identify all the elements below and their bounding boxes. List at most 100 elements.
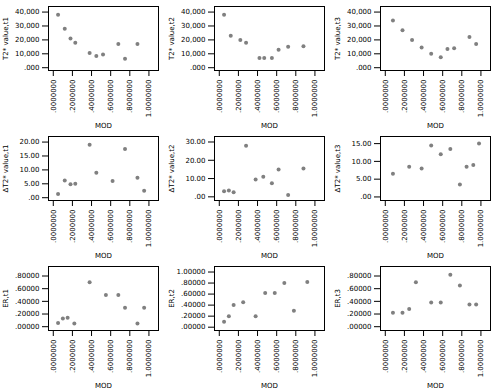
svg-text:.40000: .40000	[181, 301, 206, 309]
svg-text:.2000000: .2000000	[235, 210, 243, 243]
svg-text:10.00: 10.00	[19, 166, 39, 174]
svg-text:.6000000: .6000000	[439, 210, 447, 243]
svg-text:.6000000: .6000000	[107, 340, 115, 373]
svg-text:T2* value,t1: T2* value,t1	[2, 17, 10, 61]
svg-text:5.00: 5.00	[24, 180, 40, 188]
svg-text:.0000000: .0000000	[50, 80, 58, 113]
svg-text:.00000: .00000	[181, 323, 206, 331]
svg-text:.6000000: .6000000	[107, 210, 115, 243]
svg-text:40,000: 40,000	[181, 8, 206, 16]
svg-text:20,000: 20,000	[347, 36, 372, 44]
svg-text:.4000000: .4000000	[420, 340, 428, 373]
svg-text:.60000: .60000	[181, 290, 206, 298]
svg-text:.2000000: .2000000	[401, 210, 409, 243]
svg-text:.8000000: .8000000	[458, 340, 466, 373]
svg-text:.8000000: .8000000	[292, 80, 300, 113]
svg-text:.40000: .40000	[347, 298, 372, 306]
svg-text:.4000000: .4000000	[88, 80, 96, 113]
svg-text:.8000000: .8000000	[458, 210, 466, 243]
svg-text:MOD: MOD	[261, 252, 278, 260]
svg-text:.2000000: .2000000	[69, 340, 77, 373]
svg-text:T2* value,t2: T2* value,t2	[168, 17, 176, 61]
svg-text:MOD: MOD	[427, 252, 444, 260]
svg-text:.60000: .60000	[347, 285, 372, 293]
svg-text:1.0000000: 1.0000000	[145, 340, 153, 378]
svg-text:1.0000000: 1.0000000	[145, 80, 153, 118]
svg-text:10.00: 10.00	[351, 158, 371, 166]
svg-text:15.00: 15.00	[19, 152, 39, 160]
svg-text:.8000000: .8000000	[126, 210, 134, 243]
svg-text:.8000000: .8000000	[126, 80, 134, 113]
svg-text:.00: .00	[360, 193, 371, 201]
svg-text:.000: .000	[190, 64, 206, 72]
svg-text:40,000: 40,000	[347, 8, 372, 16]
svg-text:.2000000: .2000000	[401, 340, 409, 373]
svg-text:.60000: .60000	[15, 285, 40, 293]
svg-text:.00000: .00000	[15, 323, 40, 331]
svg-text:ΔT2* value,t1: ΔT2* value,t1	[2, 145, 10, 193]
svg-text:.0000000: .0000000	[382, 80, 390, 113]
svg-text:MOD: MOD	[261, 122, 278, 130]
svg-text:.2000000: .2000000	[401, 80, 409, 113]
svg-text:MOD: MOD	[261, 382, 278, 390]
svg-text:.8000000: .8000000	[292, 340, 300, 373]
svg-text:.000: .000	[24, 64, 40, 72]
svg-text:.4000000: .4000000	[420, 210, 428, 243]
svg-text:1.0000000: 1.0000000	[145, 210, 153, 248]
svg-text:5.00: 5.00	[356, 175, 372, 183]
svg-text:ER,t3: ER,t3	[334, 289, 342, 308]
svg-text:.6000000: .6000000	[273, 210, 281, 243]
svg-text:30.00: 30.00	[185, 138, 205, 146]
svg-text:.6000000: .6000000	[273, 340, 281, 373]
svg-text:1.0000000: 1.0000000	[311, 210, 319, 248]
svg-text:.0000000: .0000000	[50, 210, 58, 243]
svg-text:1.00000: 1.00000	[177, 268, 206, 276]
svg-text:10,000: 10,000	[347, 50, 372, 58]
svg-text:.4000000: .4000000	[88, 340, 96, 373]
svg-text:20.00: 20.00	[19, 138, 39, 146]
svg-text:30,000: 30,000	[15, 22, 40, 30]
svg-text:20,000: 20,000	[181, 36, 206, 44]
svg-text:MOD: MOD	[427, 382, 444, 390]
svg-text:.80000: .80000	[347, 272, 372, 280]
svg-text:MOD: MOD	[95, 252, 112, 260]
svg-text:.6000000: .6000000	[107, 80, 115, 113]
svg-text:.0000000: .0000000	[382, 340, 390, 373]
svg-text:ER,t2: ER,t2	[168, 289, 176, 308]
svg-text:1.0000000: 1.0000000	[477, 340, 485, 378]
svg-text:T2* value,t3: T2* value,t3	[334, 17, 342, 61]
svg-text:.4000000: .4000000	[254, 340, 262, 373]
svg-text:.4000000: .4000000	[254, 210, 262, 243]
svg-text:.6000000: .6000000	[273, 80, 281, 113]
svg-text:ER,t1: ER,t1	[2, 289, 10, 308]
svg-text:.20000: .20000	[181, 312, 206, 320]
svg-text:.8000000: .8000000	[458, 80, 466, 113]
svg-text:1.0000000: 1.0000000	[311, 340, 319, 378]
svg-text:.0000000: .0000000	[50, 340, 58, 373]
svg-text:MOD: MOD	[427, 122, 444, 130]
svg-text:40,000: 40,000	[15, 8, 40, 16]
svg-text:.4000000: .4000000	[420, 80, 428, 113]
svg-text:.0000000: .0000000	[216, 80, 224, 113]
svg-text:.00: .00	[194, 193, 205, 201]
svg-text:10,000: 10,000	[181, 50, 206, 58]
svg-text:.0000000: .0000000	[216, 210, 224, 243]
svg-text:20.00: 20.00	[185, 157, 205, 165]
svg-text:.00000: .00000	[347, 323, 372, 331]
svg-text:MOD: MOD	[95, 382, 112, 390]
svg-text:20,000: 20,000	[15, 36, 40, 44]
svg-text:ΔT2* value,t2: ΔT2* value,t2	[168, 145, 176, 193]
svg-text:.4000000: .4000000	[88, 210, 96, 243]
svg-text:.8000000: .8000000	[292, 210, 300, 243]
svg-text:.6000000: .6000000	[439, 80, 447, 113]
svg-text:.20000: .20000	[347, 310, 372, 318]
svg-text:.20000: .20000	[15, 310, 40, 318]
svg-text:1.0000000: 1.0000000	[311, 80, 319, 118]
svg-text:.0000000: .0000000	[382, 210, 390, 243]
svg-text:.2000000: .2000000	[69, 210, 77, 243]
svg-text:MOD: MOD	[95, 122, 112, 130]
svg-text:ΔT2* value,t3: ΔT2* value,t3	[334, 145, 342, 193]
svg-text:.00: .00	[28, 194, 39, 202]
svg-text:.80000: .80000	[15, 272, 40, 280]
svg-text:30,000: 30,000	[181, 22, 206, 30]
